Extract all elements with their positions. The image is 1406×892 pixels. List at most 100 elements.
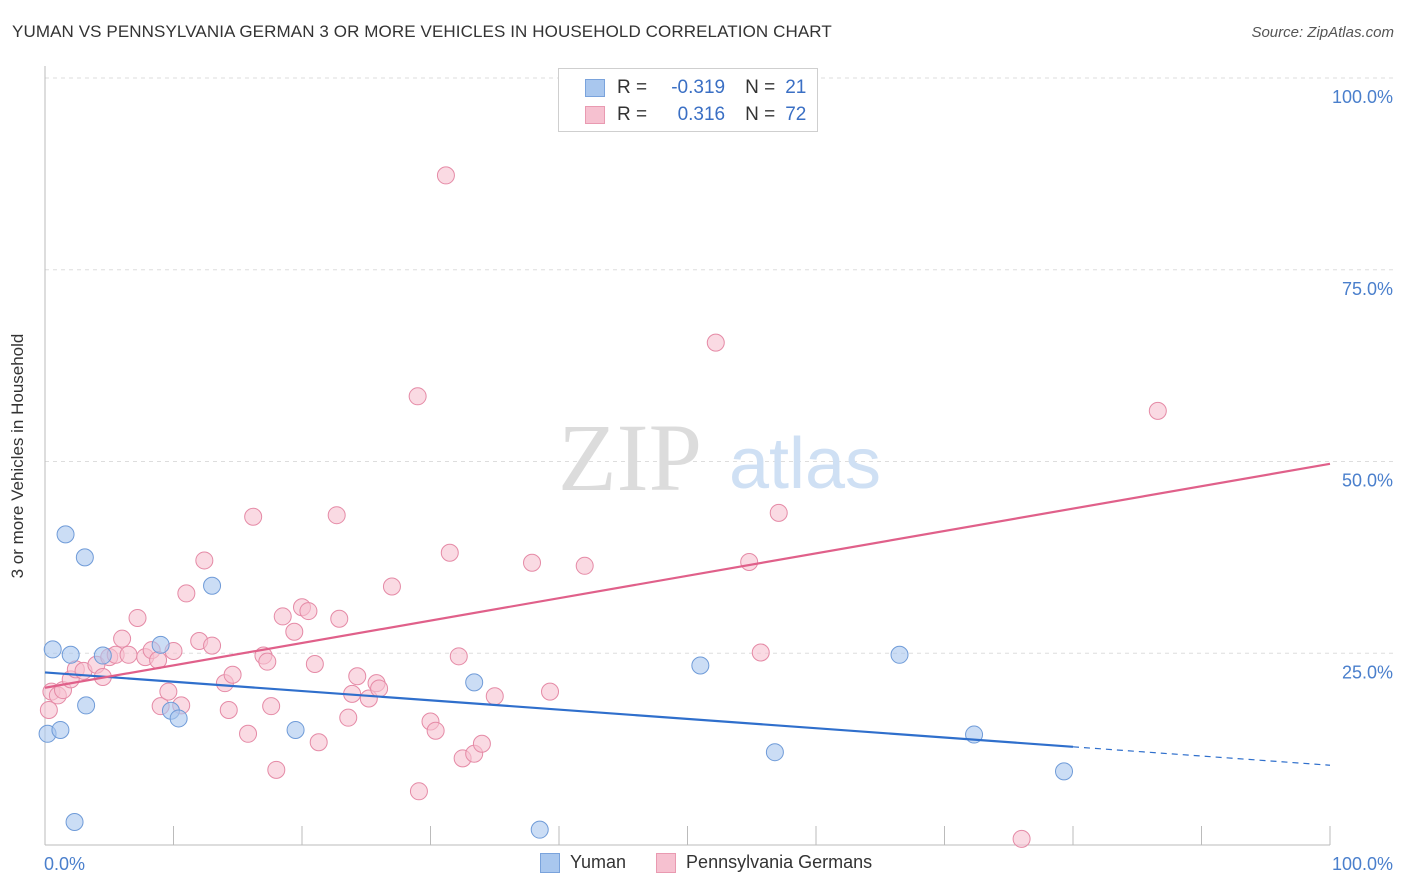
correlation-legend: R = -0.319 N = 21 R = 0.316 N = 72 [558, 68, 818, 132]
y-tick-label: 100.0% [1332, 87, 1393, 107]
point-penn-germans [575, 556, 594, 575]
point-penn-germans [370, 679, 389, 698]
series-label-penn-germans: Pennsylvania Germans [686, 852, 873, 872]
y-tick-label: 75.0% [1342, 279, 1393, 299]
point-penn-germans [440, 543, 459, 562]
point-penn-germans [203, 636, 222, 655]
point-penn-germans [159, 682, 178, 701]
legend-n-label: N = [745, 77, 776, 98]
point-yuman [65, 812, 84, 831]
point-yuman [75, 548, 94, 567]
point-penn-germans [408, 387, 427, 406]
legend-swatch-yuman [585, 79, 605, 97]
legend-n-value: 21 [785, 77, 807, 98]
legend-r-label: R = [617, 77, 648, 98]
point-penn-germans [348, 667, 367, 686]
point-yuman [151, 635, 170, 654]
y-tick-labels: 25.0% 50.0% 75.0% 100.0% [1332, 87, 1393, 682]
series-legend-yuman[interactable]: Yuman [540, 852, 626, 873]
point-penn-germans [244, 507, 263, 526]
point-penn-germans [258, 652, 277, 671]
point-penn-germans [285, 622, 304, 641]
legend-r-label: R = [617, 104, 648, 125]
legend-r-value: -0.319 [671, 77, 726, 98]
point-yuman [43, 640, 62, 659]
point-yuman [61, 645, 80, 664]
point-penn-germans [267, 760, 286, 779]
y-tick-label: 25.0% [1342, 662, 1393, 682]
series-swatch-yuman [540, 852, 560, 873]
point-penn-germans [128, 608, 147, 627]
point-penn-germans [239, 724, 258, 743]
source-label: Source: ZipAtlas.com [1251, 24, 1394, 41]
trend-lines [44, 462, 1331, 766]
point-penn-germans [706, 333, 725, 352]
series-label-yuman: Yuman [570, 852, 627, 872]
trend-line-penn-germans [44, 462, 1331, 689]
point-yuman [286, 720, 305, 739]
y-axis-label: 3 or more Vehicles in Household [8, 333, 27, 579]
point-yuman [51, 720, 70, 739]
point-penn-germans [330, 609, 349, 628]
point-penn-germans [113, 629, 132, 648]
point-penn-germans [751, 643, 770, 662]
point-penn-germans [305, 654, 324, 673]
point-penn-germans [1012, 829, 1031, 848]
point-penn-germans [39, 701, 58, 720]
point-penn-germans [769, 503, 788, 522]
point-penn-germans [309, 733, 328, 752]
legend-row-yuman: R = -0.319 N = 21 [585, 75, 806, 101]
point-penn-germans [740, 552, 759, 571]
legend-row-penn-germans: R = 0.316 N = 72 [585, 102, 806, 128]
point-penn-germans [472, 734, 491, 753]
point-penn-germans [299, 602, 318, 621]
x-tick-label: 0.0% [44, 854, 85, 874]
point-yuman [691, 656, 710, 675]
data-points [38, 166, 1167, 848]
point-penn-germans [436, 166, 455, 185]
point-penn-germans [485, 687, 504, 706]
point-penn-germans [409, 782, 428, 801]
point-penn-germans [449, 647, 468, 666]
point-penn-germans [426, 721, 445, 740]
legend-n-value: 72 [785, 104, 807, 125]
trend-line-yuman [44, 671, 1074, 748]
point-penn-germans [219, 701, 238, 720]
series-swatch-penn-germans [656, 852, 677, 873]
point-penn-germans [223, 665, 242, 684]
point-penn-germans [177, 584, 196, 603]
point-yuman [169, 709, 188, 728]
series-legend: Yuman Pennsylvania Germans [540, 852, 902, 873]
point-yuman [56, 525, 75, 544]
trend-line-yuman-extension [1072, 746, 1331, 766]
point-yuman [465, 673, 484, 692]
point-penn-germans [541, 682, 560, 701]
watermark: ZIP atlas [558, 404, 881, 511]
legend-swatch-penn-germans [585, 106, 605, 124]
point-yuman [93, 646, 112, 665]
legend-r-value: 0.316 [677, 104, 726, 125]
point-penn-germans [273, 607, 292, 626]
point-penn-germans [523, 553, 542, 572]
x-tick-labels: 0.0% 100.0% [44, 854, 1393, 874]
y-tick-label: 50.0% [1342, 471, 1393, 491]
point-penn-germans [195, 551, 214, 570]
point-penn-germans [262, 697, 281, 716]
point-penn-germans [339, 708, 358, 727]
point-yuman [1055, 762, 1074, 781]
watermark-zip: ZIP [558, 404, 702, 511]
point-yuman [765, 743, 784, 762]
gridlines [45, 77, 1395, 654]
point-yuman [890, 645, 909, 664]
point-yuman [77, 696, 96, 715]
point-penn-germans [1148, 401, 1167, 420]
x-tick-label: 100.0% [1332, 854, 1393, 874]
series-legend-penn-germans[interactable]: Pennsylvania Germans [656, 852, 872, 873]
point-yuman [530, 820, 549, 839]
chart-title: YUMAN VS PENNSYLVANIA GERMAN 3 OR MORE V… [12, 22, 832, 41]
point-penn-germans [327, 506, 346, 525]
legend-n-label: N = [745, 104, 776, 125]
point-yuman [203, 576, 222, 595]
point-penn-germans [119, 645, 138, 664]
